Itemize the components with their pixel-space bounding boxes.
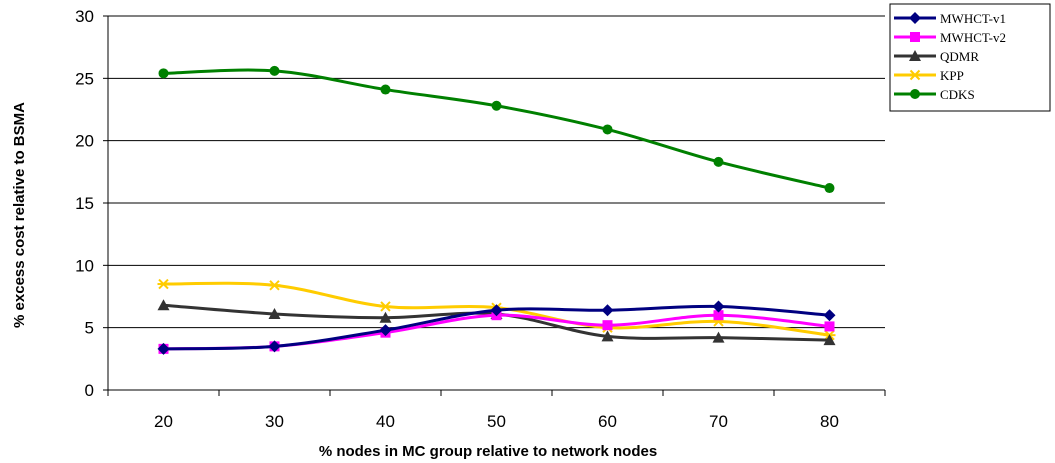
y-tick-label: 10 bbox=[75, 256, 94, 275]
y-tick-label: 0 bbox=[85, 381, 94, 400]
series-group bbox=[157, 65, 836, 355]
data-point-qdmr bbox=[157, 299, 170, 311]
x-tick-labels: 20 30 40 50 60 70 80 bbox=[154, 412, 839, 431]
data-point-kpp bbox=[157, 278, 170, 290]
data-point-mwhct-v1 bbox=[268, 340, 281, 353]
legend-label: CDKS bbox=[940, 87, 975, 102]
legend-label: MWHCT-v1 bbox=[940, 11, 1006, 26]
data-point-kpp bbox=[379, 301, 392, 312]
data-point-mwhct-v2 bbox=[713, 310, 724, 321]
legend-marker bbox=[909, 12, 921, 24]
grid-lines bbox=[108, 15, 885, 329]
series-line-cdks bbox=[163, 68, 830, 190]
data-point-mwhct-v1 bbox=[712, 300, 725, 313]
x-tick-label: 40 bbox=[376, 412, 395, 431]
data-point-cdks bbox=[491, 100, 502, 111]
legend-entry-qdmr: QDMR bbox=[894, 49, 979, 64]
x-tick-label: 80 bbox=[820, 412, 839, 431]
axes bbox=[103, 15, 886, 396]
data-point-mwhct-v2 bbox=[602, 320, 613, 331]
data-point-qdmr bbox=[268, 307, 281, 319]
legend-entry-cdks: CDKS bbox=[894, 87, 975, 102]
y-tick-label: 30 bbox=[75, 7, 94, 26]
legend-marker bbox=[909, 69, 921, 81]
x-axis-title: % nodes in MC group relative to network … bbox=[319, 443, 657, 460]
data-point-mwhct-v1 bbox=[157, 342, 170, 355]
y-tick-label: 20 bbox=[75, 132, 94, 151]
data-point-cdks bbox=[158, 68, 169, 79]
x-tick-label: 70 bbox=[709, 412, 728, 431]
legend-marker bbox=[910, 32, 920, 42]
y-tick-label: 25 bbox=[75, 69, 94, 88]
star-stroke bbox=[269, 280, 280, 291]
x-tick-label: 60 bbox=[598, 412, 617, 431]
y-tick-labels: 0 5 10 15 20 25 30 bbox=[75, 7, 94, 400]
data-point-mwhct-v1 bbox=[490, 304, 503, 317]
data-point-cdks bbox=[269, 65, 280, 76]
data-point-mwhct-v2 bbox=[824, 321, 835, 332]
data-point-qdmr bbox=[712, 331, 725, 343]
data-point-mwhct-v1 bbox=[379, 324, 392, 337]
legend-label: MWHCT-v2 bbox=[940, 30, 1006, 45]
y-tick-label: 5 bbox=[85, 319, 94, 338]
y-tick-label: 15 bbox=[75, 194, 94, 213]
star-stroke bbox=[909, 69, 921, 81]
y-axis-title: % excess cost relative to BSMA bbox=[11, 102, 28, 328]
x-tick-label: 30 bbox=[265, 412, 284, 431]
data-point-qdmr bbox=[601, 330, 614, 342]
x-tick-label: 20 bbox=[154, 412, 173, 431]
data-point-mwhct-v1 bbox=[823, 309, 836, 322]
data-point-qdmr bbox=[823, 334, 836, 346]
legend-entry-mwhct-v1: MWHCT-v1 bbox=[894, 11, 1006, 26]
series-mwhct-v1 bbox=[157, 300, 836, 355]
legend-marker bbox=[909, 50, 921, 61]
data-point-cdks bbox=[602, 124, 613, 135]
data-point-qdmr bbox=[379, 311, 392, 323]
data-point-kpp bbox=[268, 280, 281, 291]
legend-entry-mwhct-v2: MWHCT-v2 bbox=[894, 30, 1006, 45]
legend-label: QDMR bbox=[940, 49, 979, 64]
x-tick-label: 50 bbox=[487, 412, 506, 431]
legend-entry-kpp: KPP bbox=[894, 68, 964, 83]
data-point-cdks bbox=[380, 84, 391, 95]
legend-label: KPP bbox=[940, 68, 964, 83]
star-stroke bbox=[380, 301, 391, 312]
legend-marker bbox=[910, 89, 920, 99]
series-cdks bbox=[158, 65, 835, 194]
data-point-cdks bbox=[713, 156, 724, 167]
legend: MWHCT-v1 MWHCT-v2 QDMR KPP CDKS bbox=[889, 3, 1051, 112]
star-stroke bbox=[158, 278, 169, 290]
data-point-cdks bbox=[824, 183, 835, 194]
data-point-mwhct-v1 bbox=[601, 304, 614, 317]
